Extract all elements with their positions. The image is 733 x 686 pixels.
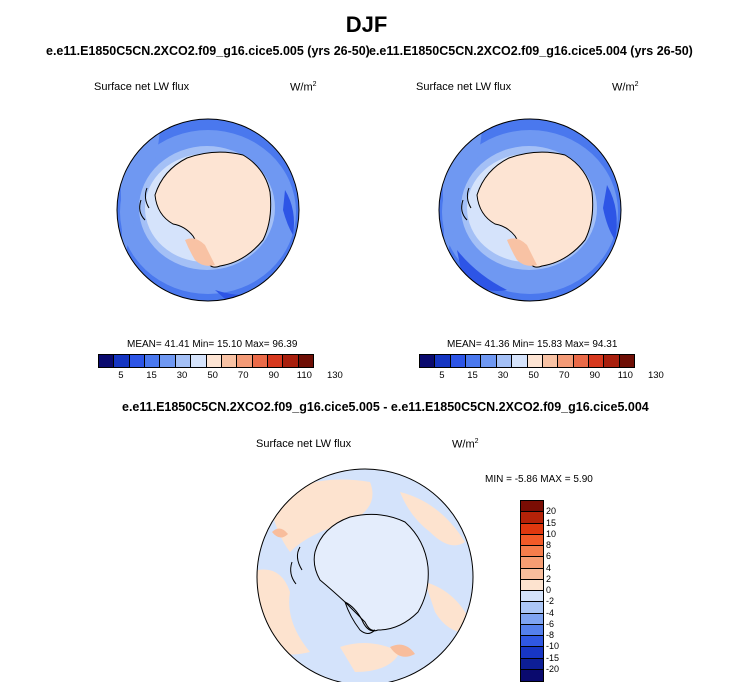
left-variable-label: Surface net LW flux bbox=[94, 81, 190, 93]
colorbar-swatch bbox=[435, 355, 451, 367]
diff-stats: MIN = -5.86 MAX = 5.90 bbox=[485, 474, 593, 485]
colorbar-swatch bbox=[521, 669, 543, 681]
colorbar-swatch bbox=[521, 568, 543, 580]
colorbar-swatch bbox=[521, 534, 543, 546]
case-a-title: e.e11.E1850C5CN.2XCO2.f09_g16.cice5.005 … bbox=[46, 44, 370, 58]
colorbar-swatch bbox=[521, 546, 543, 558]
colorbar-tick-label: 110 bbox=[617, 370, 633, 381]
colorbar-tick-label: 90 bbox=[268, 370, 280, 381]
colorbar-tick-label: 15 bbox=[546, 517, 557, 528]
colorbar-swatch bbox=[420, 355, 436, 367]
colorbar-swatch bbox=[175, 355, 192, 367]
right-polar-map bbox=[438, 118, 622, 302]
colorbar-tick-label: 15 bbox=[146, 370, 157, 381]
colorbar-tick-label: -6 bbox=[546, 618, 555, 629]
colorbar-swatch bbox=[298, 355, 314, 367]
colorbar-tick-label: 30 bbox=[497, 370, 509, 381]
colorbar-swatch bbox=[145, 355, 161, 367]
colorbar-swatch bbox=[542, 355, 559, 367]
case-b-title: e.e11.E1850C5CN.2XCO2.f09_g16.cice5.004 … bbox=[369, 44, 693, 58]
colorbar-swatch bbox=[160, 355, 176, 367]
right-variable-label: Surface net LW flux bbox=[416, 81, 512, 93]
colorbar-swatch bbox=[237, 355, 253, 367]
colorbar-tick-label: -20 bbox=[546, 663, 560, 674]
colorbar-swatch bbox=[588, 355, 605, 367]
colorbar-tick-label: 4 bbox=[546, 562, 552, 573]
difference-title: e.e11.E1850C5CN.2XCO2.f09_g16.cice5.005 … bbox=[122, 400, 649, 414]
colorbar-swatch bbox=[521, 636, 543, 648]
colorbar-swatch bbox=[558, 355, 574, 367]
colorbar-swatch bbox=[521, 512, 543, 524]
colorbar-swatch bbox=[129, 355, 146, 367]
colorbar-swatch bbox=[221, 355, 238, 367]
diff-colorbar bbox=[520, 500, 544, 682]
colorbar-tick-label: 10 bbox=[546, 528, 557, 539]
colorbar-swatch bbox=[521, 602, 543, 614]
left-colorbar bbox=[98, 354, 314, 368]
colorbar-tick-label: 70 bbox=[558, 370, 570, 381]
colorbar-swatch bbox=[206, 355, 222, 367]
colorbar-swatch bbox=[521, 591, 543, 603]
colorbar-tick-label: 2 bbox=[546, 573, 552, 584]
right-units-label: W/m2 bbox=[612, 81, 639, 94]
colorbar-tick-label: 130 bbox=[647, 370, 664, 381]
colorbar-swatch bbox=[573, 355, 589, 367]
colorbar-tick-label: 8 bbox=[546, 540, 552, 550]
colorbar-tick-label: -2 bbox=[546, 596, 555, 607]
colorbar-swatch bbox=[521, 579, 543, 591]
colorbar-swatch bbox=[527, 355, 543, 367]
colorbar-swatch bbox=[99, 355, 115, 367]
colorbar-tick-label: 50 bbox=[207, 370, 218, 381]
colorbar-swatch bbox=[114, 355, 130, 367]
colorbar-tick-label: 130 bbox=[326, 370, 343, 381]
right-colorbar-ticks: 5 15 30 50 70 90 110 130 bbox=[419, 370, 664, 382]
colorbar-swatch bbox=[512, 355, 528, 367]
colorbar-tick-label: -8 bbox=[546, 630, 555, 640]
diff-units-label: W/m2 bbox=[452, 438, 479, 451]
colorbar-tick-label: 70 bbox=[237, 370, 249, 381]
colorbar-swatch bbox=[466, 355, 482, 367]
colorbar-swatch bbox=[619, 355, 635, 367]
colorbar-tick-label: 5 bbox=[439, 370, 445, 381]
colorbar-swatch bbox=[521, 501, 543, 513]
colorbar-tick-label: 90 bbox=[589, 370, 601, 381]
colorbar-swatch bbox=[521, 658, 543, 670]
colorbar-swatch bbox=[521, 523, 543, 535]
colorbar-tick-label: -15 bbox=[546, 652, 560, 663]
colorbar-tick-label: 110 bbox=[296, 370, 312, 381]
colorbar-tick-label: 5 bbox=[118, 370, 124, 381]
colorbar-tick-label: 0 bbox=[546, 585, 552, 595]
colorbar-swatch bbox=[252, 355, 268, 367]
colorbar-tick-label: -10 bbox=[546, 641, 560, 652]
colorbar-tick-label: 50 bbox=[528, 370, 539, 381]
colorbar-tick-label: 20 bbox=[546, 506, 557, 517]
colorbar-swatch bbox=[283, 355, 299, 367]
left-units-label: W/m2 bbox=[290, 81, 317, 94]
colorbar-swatch bbox=[521, 613, 543, 625]
colorbar-swatch bbox=[521, 647, 543, 659]
colorbar-tick-label: 15 bbox=[467, 370, 478, 381]
colorbar-swatch bbox=[450, 355, 467, 367]
colorbar-swatch bbox=[521, 557, 543, 569]
colorbar-tick-label: -4 bbox=[546, 607, 555, 618]
figure-title: DJF bbox=[345, 12, 388, 37]
difference-polar-map bbox=[256, 468, 474, 682]
colorbar-swatch bbox=[496, 355, 513, 367]
colorbar-swatch bbox=[604, 355, 620, 367]
left-stats: MEAN= 41.41 Min= 15.10 Max= 96.39 bbox=[127, 339, 298, 350]
right-stats: MEAN= 41.36 Min= 15.83 Max= 94.31 bbox=[447, 339, 618, 350]
colorbar-swatch bbox=[481, 355, 497, 367]
left-colorbar-ticks: 5 15 30 50 70 90 110 130 bbox=[98, 370, 343, 382]
colorbar-swatch bbox=[191, 355, 207, 367]
colorbar-swatch bbox=[267, 355, 284, 367]
colorbar-tick-label: 6 bbox=[546, 551, 552, 562]
colorbar-swatch bbox=[521, 624, 543, 636]
colorbar-tick-label: 30 bbox=[176, 370, 188, 381]
diff-variable-label: Surface net LW flux bbox=[256, 438, 352, 450]
left-polar-map bbox=[116, 118, 300, 302]
right-colorbar bbox=[419, 354, 635, 368]
